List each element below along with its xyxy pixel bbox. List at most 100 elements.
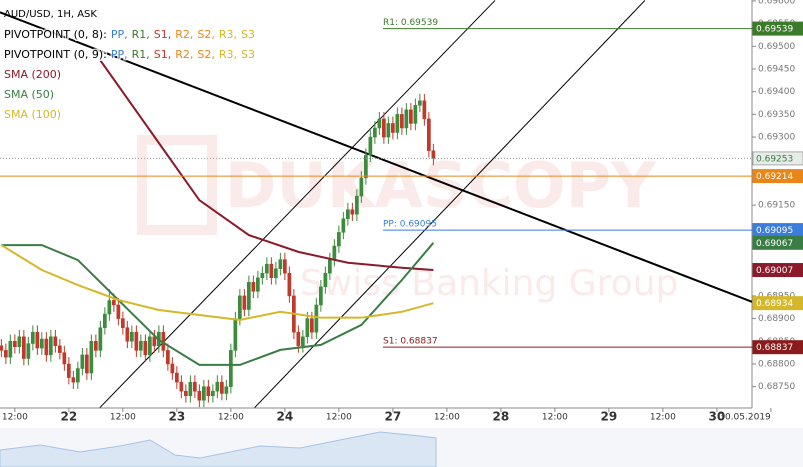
candle-body [301, 336, 305, 347]
candle-body [404, 109, 409, 129]
x-tick-label: 30 [709, 410, 726, 424]
candle-body [170, 363, 175, 374]
y-tick-label: 0.69150 [758, 201, 795, 211]
candle-body [134, 331, 139, 351]
candle-body [193, 381, 197, 392]
candle-body [427, 118, 431, 151]
legend-item: R1, [132, 28, 150, 41]
candle-body [17, 336, 22, 347]
watermark-logo [137, 135, 217, 235]
candle-body [148, 336, 152, 356]
candle-body [409, 109, 413, 124]
candle-body [215, 381, 220, 392]
candle-body [107, 300, 112, 315]
candle-body [310, 318, 314, 333]
price-box [752, 235, 803, 250]
candle-body [175, 372, 179, 383]
candle-body [40, 338, 44, 349]
price-box-label: 0.68934 [756, 299, 793, 309]
candle-body [350, 209, 355, 215]
sma-line [99, 59, 434, 272]
legend-entry: SMA (200) [4, 68, 61, 81]
candle-body [341, 218, 346, 233]
candle-body [386, 123, 391, 138]
candle-body [80, 354, 85, 369]
candle-body [31, 331, 35, 344]
price-box-label: 0.69214 [756, 172, 793, 182]
candle-body [13, 341, 17, 347]
legend-item: S3 [241, 48, 255, 61]
candle-body [116, 304, 121, 319]
candle-body [94, 341, 98, 351]
candle-body [395, 114, 400, 133]
candle-body [53, 336, 58, 347]
candle-body [125, 327, 130, 342]
candle-body [319, 286, 323, 306]
candle-body [287, 272, 292, 297]
price-box-label: 0.68837 [756, 343, 793, 353]
pivot-level-label: S1: 0.68837 [383, 337, 438, 347]
y-tick-label: 0.69300 [758, 133, 795, 143]
candle-body [166, 350, 170, 365]
candle-body [202, 386, 206, 401]
candle-body [260, 272, 265, 278]
legend-item: S1, [154, 28, 171, 41]
candle-body [247, 282, 251, 310]
x-tick-label: 12:00 [2, 413, 28, 423]
candle-body [103, 313, 107, 328]
pivot-level-label: R1: 0.69539 [383, 18, 438, 28]
candle-body [71, 377, 76, 383]
chart-title: AUD/USD, 1H, ASK [4, 9, 97, 20]
candle-body [283, 259, 287, 274]
x-tick-label: 12:00 [650, 413, 676, 423]
trendline [99, 0, 496, 408]
candle-body [220, 381, 224, 394]
plot-area: DUKASCOPY Swiss Banking Group [0, 0, 752, 408]
y-tick-label: 0.69350 [758, 110, 795, 120]
y-tick-label: 0.69500 [758, 42, 795, 52]
legend-item: S3 [241, 28, 255, 41]
candle-body [431, 150, 436, 159]
candle-body [44, 338, 49, 356]
price-box [752, 296, 803, 311]
price-box [752, 151, 803, 166]
candle-body [314, 304, 319, 333]
x-tick-label: 29 [601, 410, 618, 424]
price-box [752, 340, 803, 355]
legend-item: S2, [197, 28, 214, 41]
candle-body [4, 350, 8, 358]
legend-item: S2, [197, 48, 214, 61]
x-tick-label: 12:00 [110, 413, 136, 423]
candle-body [373, 127, 377, 138]
candle-body [305, 318, 310, 337]
legend-item: R3, [219, 48, 237, 61]
candle-body [85, 354, 89, 374]
x-tick-label: 12:00 [434, 413, 460, 423]
candle-body [35, 331, 40, 349]
legend-entry: PIVOTPOINT (0, 8): PP, R1, S1, R2, S2, R3, S3 [4, 28, 255, 41]
candle-body [256, 277, 260, 292]
candle-body [332, 245, 337, 260]
candle-body [224, 386, 229, 394]
candle-body [400, 114, 404, 129]
candle-body [278, 259, 283, 269]
price-box-label: 0.69253 [756, 154, 793, 164]
price-box-label: 0.69007 [756, 266, 793, 276]
candle-body [62, 352, 67, 365]
candle-body [233, 318, 238, 351]
candle-body [229, 350, 233, 387]
candle-body [206, 386, 211, 396]
candle-body [359, 177, 364, 197]
legend-entry: SMA (100) [4, 108, 61, 121]
candle-body [337, 232, 341, 247]
candle-body [8, 341, 13, 358]
candle-body [26, 343, 31, 359]
candle-body [328, 259, 332, 274]
x-tick-label: 12:00 [326, 413, 352, 423]
price-box [752, 21, 803, 36]
trendline [254, 0, 646, 408]
price-box-label: 0.69539 [756, 25, 793, 35]
y-tick-label: 0.68800 [758, 359, 795, 369]
